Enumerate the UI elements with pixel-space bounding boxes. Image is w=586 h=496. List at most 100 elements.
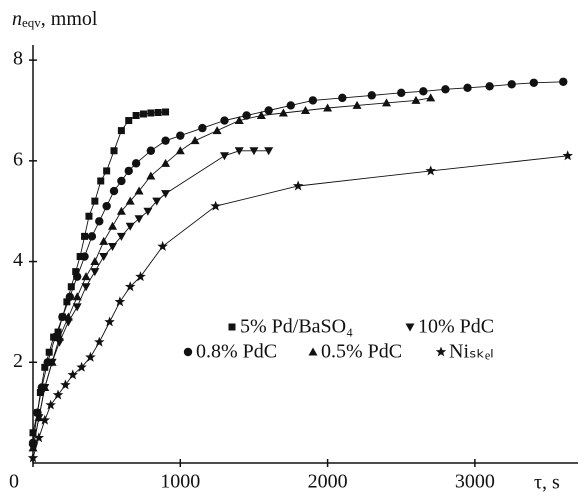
marker-circle: [58, 312, 67, 322]
marker-triangle-down: [134, 215, 144, 224]
fit-line: [32, 111, 166, 433]
marker-triangle-down: [234, 147, 244, 156]
marker-square: [117, 127, 125, 135]
marker-square: [67, 283, 75, 291]
y-tick-label: 8: [13, 48, 23, 70]
marker-star: [67, 369, 78, 380]
marker-star: [76, 361, 87, 372]
marker-square: [45, 348, 53, 356]
marker-star: [94, 336, 105, 347]
marker-star: [39, 414, 50, 425]
marker-circle: [264, 106, 273, 115]
marker-triangle-up: [382, 98, 392, 107]
marker-circle: [161, 136, 170, 145]
legend-entry: 10% PdC: [405, 316, 494, 338]
marker-square: [36, 388, 44, 396]
legend-label: 5% Pd/BaSO₄: [240, 316, 353, 338]
marker-star: [125, 281, 136, 292]
legend-label: 10% PdC: [418, 316, 494, 338]
marker-triangle-down: [161, 190, 171, 199]
marker-star: [27, 452, 39, 463]
marker-circle: [463, 83, 472, 93]
marker-circle: [28, 438, 38, 448]
marker-star: [85, 351, 96, 362]
legend-label: Niₛₖₑₗ: [449, 341, 493, 363]
marker-square: [63, 298, 71, 306]
marker-square: [103, 167, 111, 175]
marker-circle: [124, 166, 133, 176]
x-tick-label: 1000: [160, 471, 200, 493]
marker-triangle-up: [90, 257, 100, 266]
marker-star: [104, 316, 115, 327]
marker-triangle-up: [55, 332, 65, 341]
marker-triangle-up: [234, 116, 244, 125]
marker-triangle-down: [152, 197, 162, 206]
marker-triangle-up: [256, 111, 266, 120]
x-tick-label: 3000: [455, 471, 495, 493]
y-label-subscript: eqv: [22, 15, 41, 30]
marker-triangle-up: [301, 105, 310, 114]
marker-triangle-down: [108, 242, 118, 251]
marker-circle: [529, 78, 539, 87]
marker-triangle-down: [81, 283, 91, 292]
marker-triangle-up: [190, 136, 200, 145]
legend-label: 0.8% PdC: [196, 341, 277, 363]
marker-circle: [308, 96, 318, 105]
legend-entry: 5% Pd/BaSO₄: [228, 316, 353, 338]
legend-entry: Niₛₖₑₗ: [435, 341, 493, 363]
marker-triangle-down: [125, 222, 135, 231]
y-tick-label: 4: [13, 249, 23, 271]
marker-star: [435, 346, 447, 357]
marker-square: [76, 253, 84, 261]
marker-square: [85, 212, 93, 220]
marker-triangle-up: [212, 126, 222, 135]
marker-square: [132, 112, 140, 120]
marker-star: [135, 271, 146, 282]
marker-circle: [220, 116, 229, 125]
marker-triangle-up: [63, 312, 73, 321]
marker-circle: [286, 101, 295, 110]
y-tick-label: 2: [13, 350, 23, 372]
marker-square: [72, 268, 80, 276]
marker-triangle-up: [146, 171, 156, 180]
fit-line: [32, 81, 564, 443]
marker-circle: [338, 93, 347, 103]
marker-circle: [485, 82, 494, 91]
marker-circle: [397, 88, 406, 98]
marker-square: [41, 363, 49, 371]
x-tick-label: 0: [9, 471, 19, 493]
marker-circle: [117, 176, 126, 186]
marker-triangle-down: [99, 253, 109, 262]
marker-circle: [80, 252, 89, 261]
marker-triangle-up: [81, 272, 91, 281]
marker-square: [54, 328, 62, 336]
marker-triangle-down: [219, 152, 229, 161]
marker-circle: [87, 232, 97, 241]
marker-triangle-down: [143, 207, 153, 216]
marker-star: [425, 165, 436, 176]
marker-triangle-up: [278, 108, 288, 117]
fit-line: [32, 97, 431, 448]
marker-square: [97, 177, 105, 185]
marker-triangle-up: [108, 221, 118, 230]
marker-triangle-up: [125, 196, 135, 205]
marker-triangle-down: [249, 147, 259, 156]
marker-circle: [198, 123, 207, 133]
marker-circle: [441, 85, 450, 94]
marker-triangle-up: [426, 93, 436, 102]
marker-star: [60, 379, 71, 390]
marker-triangle-up: [99, 236, 109, 245]
marker-circle: [559, 77, 568, 86]
marker-triangle-down: [72, 303, 82, 312]
marker-triangle-down: [264, 147, 274, 156]
marker-triangle-up: [352, 100, 362, 109]
marker-circle: [367, 91, 376, 100]
marker-triangle-up: [175, 146, 185, 155]
x-axis-label: τ, s: [534, 472, 560, 494]
y-label-symbol: n: [12, 8, 22, 30]
marker-circle: [176, 131, 185, 140]
marker-square: [125, 117, 133, 125]
marker-triangle-down: [90, 268, 100, 277]
marker-star: [210, 200, 221, 211]
marker-square: [154, 108, 162, 116]
